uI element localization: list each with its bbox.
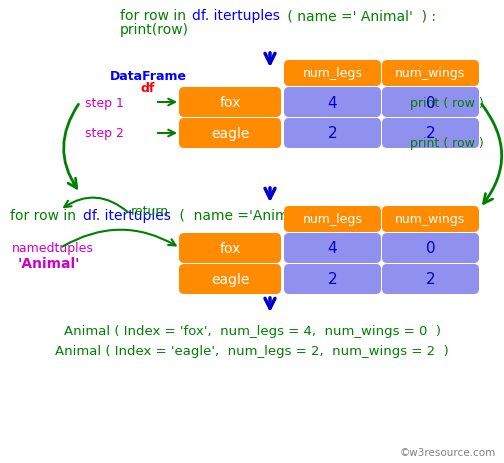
Text: namedtuples: namedtuples [12, 242, 94, 255]
FancyBboxPatch shape [284, 88, 381, 118]
FancyBboxPatch shape [284, 61, 381, 87]
Text: print ( row ): print ( row ) [410, 137, 484, 150]
FancyArrowPatch shape [64, 105, 79, 189]
Text: df. itertuples: df. itertuples [192, 9, 280, 23]
FancyBboxPatch shape [382, 264, 479, 294]
Text: num_legs: num_legs [302, 67, 362, 80]
Text: eagle: eagle [211, 127, 249, 141]
FancyBboxPatch shape [382, 233, 479, 263]
Text: step 2: step 2 [85, 127, 124, 140]
Text: df. itertuples: df. itertuples [83, 208, 171, 223]
Text: num_legs: num_legs [302, 213, 362, 226]
Text: 2: 2 [426, 126, 435, 141]
FancyBboxPatch shape [382, 119, 479, 149]
Text: 2: 2 [328, 126, 337, 141]
Text: 0: 0 [426, 241, 435, 256]
FancyBboxPatch shape [284, 206, 381, 232]
Text: step 1: step 1 [85, 96, 124, 109]
FancyBboxPatch shape [284, 119, 381, 149]
Text: (  name ='Animal') :: ( name ='Animal') : [175, 208, 319, 223]
Text: print(row): print(row) [120, 23, 189, 37]
Text: print ( row ): print ( row ) [410, 96, 484, 109]
FancyBboxPatch shape [382, 88, 479, 118]
FancyBboxPatch shape [179, 264, 281, 294]
Text: DataFrame: DataFrame [109, 69, 186, 82]
FancyBboxPatch shape [179, 88, 281, 118]
FancyArrowPatch shape [482, 105, 501, 204]
Text: eagle: eagle [211, 272, 249, 287]
FancyBboxPatch shape [382, 61, 479, 87]
Text: ( name =' Animal'  ) :: ( name =' Animal' ) : [283, 9, 436, 23]
Text: fox: fox [219, 96, 241, 110]
Text: 0: 0 [426, 95, 435, 110]
Text: 'Animal': 'Animal' [18, 257, 81, 270]
FancyBboxPatch shape [382, 206, 479, 232]
FancyArrowPatch shape [62, 230, 175, 247]
FancyBboxPatch shape [284, 233, 381, 263]
Text: return: return [131, 205, 169, 218]
Text: Animal ( Index = 'eagle',  num_legs = 2,  num_wings = 2  ): Animal ( Index = 'eagle', num_legs = 2, … [55, 345, 449, 358]
Text: Animal ( Index = 'fox',  num_legs = 4,  num_wings = 0  ): Animal ( Index = 'fox', num_legs = 4, nu… [64, 324, 440, 337]
FancyArrowPatch shape [64, 198, 128, 213]
Text: 4: 4 [328, 241, 337, 256]
Text: 2: 2 [426, 272, 435, 287]
Text: df: df [141, 82, 155, 95]
Text: num_wings: num_wings [395, 67, 466, 80]
FancyBboxPatch shape [284, 264, 381, 294]
FancyBboxPatch shape [179, 119, 281, 149]
Text: fox: fox [219, 242, 241, 256]
FancyBboxPatch shape [179, 233, 281, 263]
Text: for row in: for row in [120, 9, 191, 23]
Text: for row in: for row in [10, 208, 80, 223]
Text: ©w3resource.com: ©w3resource.com [400, 447, 496, 457]
Text: 2: 2 [328, 272, 337, 287]
Text: 4: 4 [328, 95, 337, 110]
Text: num_wings: num_wings [395, 213, 466, 226]
